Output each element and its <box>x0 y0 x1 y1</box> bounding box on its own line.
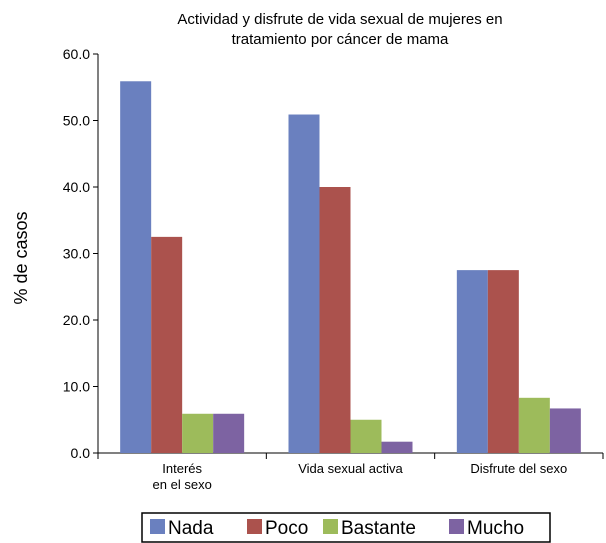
bar-nada <box>120 81 152 453</box>
bar-poco <box>487 270 519 453</box>
legend-label-poco: Poco <box>265 518 308 539</box>
legend-swatch-poco <box>247 519 262 534</box>
bar-bastante <box>182 413 214 453</box>
legend-swatch-mucho <box>449 519 464 534</box>
legend-label-mucho: Mucho <box>467 518 524 539</box>
x-category-label: Vida sexual activa <box>298 461 403 476</box>
bar-poco <box>319 187 351 453</box>
chart-title-line-1: Actividad y disfrute de vida sexual de m… <box>177 11 502 28</box>
y-tick-label: 60.0 <box>63 46 90 62</box>
bar-mucho <box>549 408 581 453</box>
bar-mucho <box>213 413 245 453</box>
y-tick-label: 40.0 <box>63 179 90 195</box>
legend-label-bastante: Bastante <box>341 518 416 539</box>
chart-title-line-2: tratamiento por cáncer de mama <box>232 31 449 48</box>
y-tick-label: 30.0 <box>63 246 90 262</box>
legend-swatch-bastante <box>323 519 338 534</box>
y-tick-label: 20.0 <box>63 312 90 328</box>
bar-mucho <box>381 441 413 453</box>
legend: Nada Poco Bastante Mucho <box>141 512 551 543</box>
bar-bastante <box>518 397 550 453</box>
y-tick-label: 10.0 <box>63 379 90 395</box>
y-tick-label: 50.0 <box>63 113 90 129</box>
legend-frame <box>141 512 551 543</box>
x-category-label: Interés <box>162 461 202 476</box>
chart-title: Actividad y disfrute de vida sexual de m… <box>177 11 502 48</box>
legend-items: Nada Poco Bastante Mucho <box>150 518 524 539</box>
bar-bastante <box>350 419 382 453</box>
bar-nada <box>456 270 488 453</box>
y-axis-label: % de casos <box>11 211 31 304</box>
y-tick-label: 0.0 <box>71 445 91 461</box>
x-category-label: en el sexo <box>153 477 212 492</box>
legend-label-nada: Nada <box>168 518 214 539</box>
legend-swatch-nada <box>150 519 165 534</box>
bar-nada <box>288 114 320 453</box>
bar-poco <box>151 236 183 453</box>
x-category-label: Disfrute del sexo <box>470 461 567 476</box>
